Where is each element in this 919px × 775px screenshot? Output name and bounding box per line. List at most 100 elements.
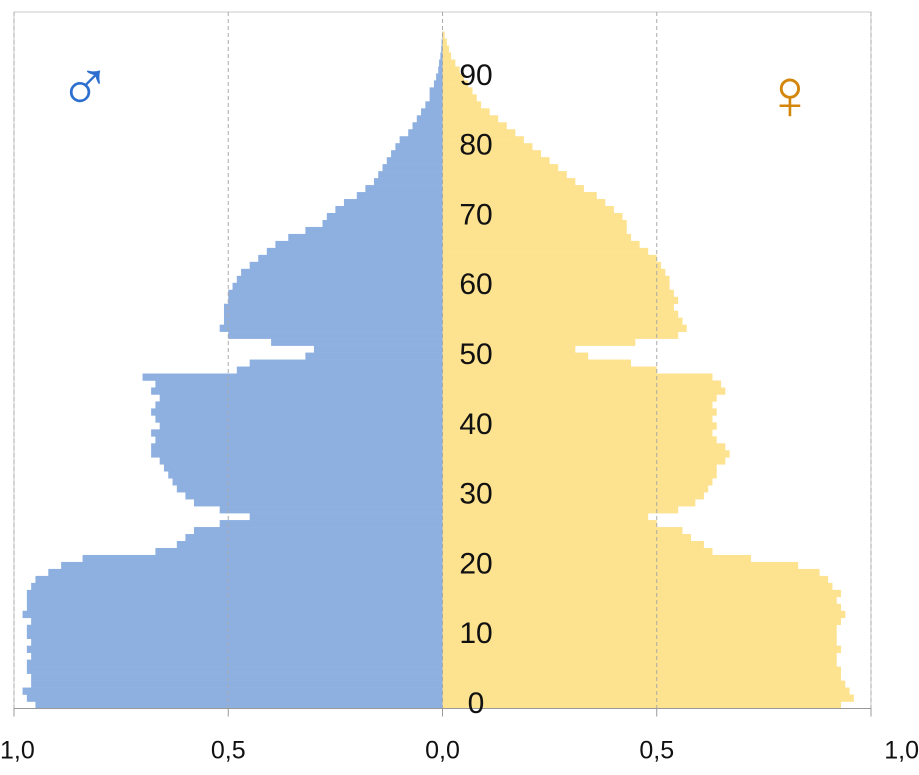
y-tick-label: 40 [459,408,492,441]
bar [442,73,464,81]
bar [442,254,657,263]
bar [26,631,443,640]
bar [223,317,443,325]
bar [31,652,443,660]
bar [442,624,837,633]
bar [305,352,443,360]
bar [442,617,842,626]
bar [176,485,443,493]
bar [442,185,584,193]
bar [442,324,687,332]
bar [61,561,443,570]
bar [442,610,846,619]
bar [442,638,837,646]
bar [176,541,443,549]
bar [26,589,443,598]
y-tick-label: 30 [459,478,492,511]
bar [442,206,614,214]
bar [442,45,449,53]
bar [223,310,443,318]
bar [416,115,443,123]
bar [151,429,443,437]
bar [442,645,842,653]
bar [440,52,443,60]
bar [288,233,443,242]
bar [151,443,443,451]
bar [442,673,842,681]
bar [442,352,589,360]
bar [442,387,726,395]
bar [429,87,443,95]
bar [326,212,443,221]
x-tick-label: 0,5 [211,737,246,765]
bar [142,373,443,381]
bar [442,478,713,486]
bar [26,596,443,605]
bar [236,366,443,374]
bar [442,317,683,325]
bar [442,499,696,507]
bar [442,52,452,60]
bar [442,38,447,46]
bar [442,380,722,388]
bar [236,275,443,284]
bar [26,624,443,633]
bar [425,101,443,109]
bar [442,485,709,493]
bar [442,554,752,563]
bar [442,659,837,667]
bar [442,359,632,367]
bar [155,380,443,388]
x-tick-label: 0,0 [425,737,460,765]
bar [442,275,670,284]
bar [442,471,717,479]
y-tick-label: 50 [459,338,492,371]
bar [31,680,443,688]
bar [271,338,443,346]
bar [442,157,550,165]
bar [442,415,713,423]
bar [31,673,443,681]
bar [442,701,842,709]
bar [159,457,443,465]
bar [391,150,443,158]
bar [442,603,842,612]
bar [172,478,443,486]
bar [193,527,443,535]
bar [185,534,443,542]
bar [22,687,443,695]
bar [442,338,636,346]
bar [155,436,443,444]
bar [441,45,443,53]
bar [442,443,726,451]
bar [442,589,842,598]
bar [22,610,443,619]
bar [442,296,679,305]
bar [442,115,499,123]
bar [442,436,717,444]
bar [442,129,516,137]
bar [31,582,443,591]
bar [442,192,597,200]
bar [163,464,443,472]
bar [168,471,443,479]
bar [35,701,443,709]
bar [442,541,704,549]
y-tick-label: 10 [459,617,492,650]
bar [442,108,490,116]
bar [442,401,713,409]
bar [185,492,443,500]
bar [258,254,443,263]
bar [439,59,443,67]
bar [442,520,657,528]
bar [313,345,443,353]
bar [442,561,799,570]
bar [442,694,854,702]
bar [442,282,670,291]
x-tick-label: 1,0 [884,737,919,765]
y-tick-label: 60 [459,268,492,301]
bar [232,282,443,291]
y-tick-label: 20 [459,547,492,580]
bar [442,303,674,311]
bar [275,240,443,249]
